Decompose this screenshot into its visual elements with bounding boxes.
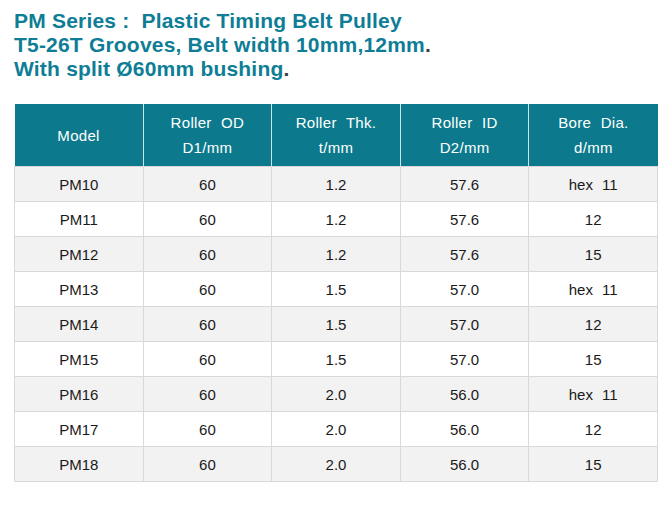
model-cell: PM13 [15,272,144,307]
column-header-roller-id-line1: Roller ID [401,110,529,135]
table-row: PM12601.257.615 [15,237,658,272]
model-cell: PM11 [15,202,144,237]
title-line-3-period: . [283,57,289,80]
table-cell: 60 [143,202,272,237]
column-header-roller-thk: Roller Thk.t/mm [272,104,401,167]
table-cell: 2.0 [272,447,401,482]
page-title: PM Series : Plastic Timing Belt Pulley T… [14,9,431,81]
model-cell: PM17 [15,412,144,447]
title-line-1: PM Series : Plastic Timing Belt Pulley [14,9,431,33]
table-row: PM14601.557.012 [15,307,658,342]
column-header-roller-id-line2: D2/mm [401,135,529,160]
table-cell: 15 [529,342,658,377]
table-cell: 56.0 [400,377,529,412]
table-cell: 12 [529,307,658,342]
model-cell: PM12 [15,237,144,272]
table-cell: 56.0 [400,447,529,482]
model-cell: PM14 [15,307,144,342]
table-cell: 57.6 [400,202,529,237]
table-row: PM11601.257.612 [15,202,658,237]
table-cell: 60 [143,342,272,377]
column-header-roller-od-line1: Roller OD [144,110,272,135]
table-cell: 60 [143,412,272,447]
spec-table: Model Roller ODD1/mm Roller Thk.t/mm Rol… [14,104,658,482]
table-cell: 1.2 [272,202,401,237]
column-header-roller-id: Roller IDD2/mm [400,104,529,167]
model-cell: PM15 [15,342,144,377]
table-cell: 2.0 [272,412,401,447]
table-cell: 57.0 [400,342,529,377]
table-cell: 15 [529,447,658,482]
model-cell: PM18 [15,447,144,482]
table-cell: 60 [143,377,272,412]
table-cell: 57.6 [400,237,529,272]
column-header-roller-thk-line1: Roller Thk. [272,110,400,135]
table-row: PM16602.056.0hex 11 [15,377,658,412]
table-row: PM13601.557.0hex 11 [15,272,658,307]
column-header-model-line1: Model [15,123,143,148]
header-row: Model Roller ODD1/mm Roller Thk.t/mm Rol… [15,104,658,167]
column-header-roller-od-line2: D1/mm [144,135,272,160]
column-header-roller-thk-line2: t/mm [272,135,400,160]
spec-table-body: PM10601.257.6hex 11PM11601.257.612PM1260… [15,167,658,482]
table-cell: 1.5 [272,272,401,307]
title-line-2: T5-26T Grooves, Belt width 10mm,12mm. [14,33,431,57]
column-header-model: Model [15,104,144,167]
model-cell: PM10 [15,167,144,202]
title-line-2-text: T5-26T Grooves, Belt width 10mm,12mm [14,33,425,56]
table-cell: 1.5 [272,307,401,342]
table-cell: 60 [143,272,272,307]
table-row: PM10601.257.6hex 11 [15,167,658,202]
table-cell: hex 11 [529,272,658,307]
table-cell: 60 [143,167,272,202]
table-cell: 1.2 [272,167,401,202]
table-row: PM15601.557.015 [15,342,658,377]
column-header-bore-dia-line1: Bore Dia. [529,110,657,135]
column-header-roller-od: Roller ODD1/mm [143,104,272,167]
table-row: PM17602.056.012 [15,412,658,447]
table-cell: 56.0 [400,412,529,447]
title-line-3-text: With split Ø60mm bushing [14,57,283,80]
table-cell: 57.0 [400,307,529,342]
table-cell: 12 [529,202,658,237]
column-header-bore-dia: Bore Dia.d/mm [529,104,658,167]
table-cell: 1.2 [272,237,401,272]
table-cell: 2.0 [272,377,401,412]
spec-table-header: Model Roller ODD1/mm Roller Thk.t/mm Rol… [15,104,658,167]
table-cell: 60 [143,307,272,342]
model-cell: PM16 [15,377,144,412]
title-line-3: With split Ø60mm bushing. [14,57,431,81]
table-cell: hex 11 [529,377,658,412]
column-header-bore-dia-line2: d/mm [529,135,657,160]
table-cell: 1.5 [272,342,401,377]
table-cell: 60 [143,447,272,482]
title-line-1-text: PM Series : Plastic Timing Belt Pulley [14,9,402,32]
table-cell: 57.0 [400,272,529,307]
table-row: PM18602.056.015 [15,447,658,482]
table-cell: 15 [529,237,658,272]
table-cell: 57.6 [400,167,529,202]
title-line-2-period: . [425,33,431,56]
table-cell: hex 11 [529,167,658,202]
table-cell: 12 [529,412,658,447]
table-cell: 60 [143,237,272,272]
